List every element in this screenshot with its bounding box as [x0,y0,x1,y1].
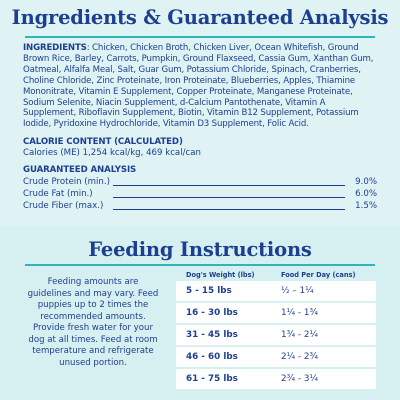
analysis-row: Crude Fiber (max.) 1.5% [23,201,377,212]
table-row: 31 - 45 lbs 1¾ - 2¼ [176,325,376,345]
ingredients-list: : Chicken, Chicken Broth, Chicken Liver,… [23,43,374,130]
leader-line [113,209,345,210]
food-cell: 2¼ - 2¾ [281,352,319,362]
food-cell: 2¾ - 3¼ [281,374,319,384]
ingredients-label: INGREDIENTS [23,43,87,53]
food-cell: 1¼ - 1¾ [281,308,319,318]
table-row: 46 - 60 lbs 2¼ - 2¾ [176,347,376,367]
weight-cell: 16 - 30 lbs [186,308,238,318]
weight-cell: 5 - 15 lbs [186,286,232,296]
analysis-value: 6.0% [355,189,377,199]
analysis-label: Crude Protein (min.) [23,177,110,187]
analysis-value: 1.5% [355,201,377,211]
analysis-row: Crude Fat (min.) 6.0% [23,189,377,200]
feeding-title: Feeding Instructions [88,238,312,261]
analysis-value: 9.0% [355,177,377,187]
food-cell: ½ – 1¼ [281,286,314,296]
weight-cell: 46 - 60 lbs [186,352,238,362]
table-row: 5 - 15 lbs ½ – 1¼ [176,281,376,301]
calorie-text: Calories (ME) 1,254 kcal/kg, 469 kcal/ca… [23,148,201,158]
feeding-title-divider [25,264,375,266]
calorie-heading: CALORIE CONTENT (CALCULATED) [23,137,183,147]
feeding-table: 5 - 15 lbs ½ – 1¼ 16 - 30 lbs 1¼ - 1¾ 31… [176,281,376,391]
analysis-row: Crude Protein (min.) 9.0% [23,177,377,188]
table-row: 16 - 30 lbs 1¼ - 1¾ [176,303,376,323]
food-column-header: Food Per Day (cans) [281,271,356,279]
food-cell: 1¾ - 2¼ [281,330,319,340]
ingredients-paragraph: INGREDIENTS: Chicken, Chicken Broth, Chi… [23,43,379,130]
table-row: 61 - 75 lbs 2¾ - 3¼ [176,369,376,389]
analysis-label: Crude Fat (min.) [23,189,93,199]
analysis-title: Ingredients & Guaranteed Analysis [11,6,389,29]
leader-line [113,197,345,198]
analysis-label: Crude Fiber (max.) [23,201,104,211]
weight-cell: 61 - 75 lbs [186,374,238,384]
weight-cell: 31 - 45 lbs [186,330,238,340]
feeding-notes: Feeding amounts are guidelines and may v… [27,277,159,368]
leader-line [113,185,345,186]
weight-column-header: Dog's Weight (lbs) [186,271,255,279]
analysis-title-divider [25,36,375,38]
guaranteed-analysis-heading: GUARANTEED ANALYSIS [23,165,137,175]
